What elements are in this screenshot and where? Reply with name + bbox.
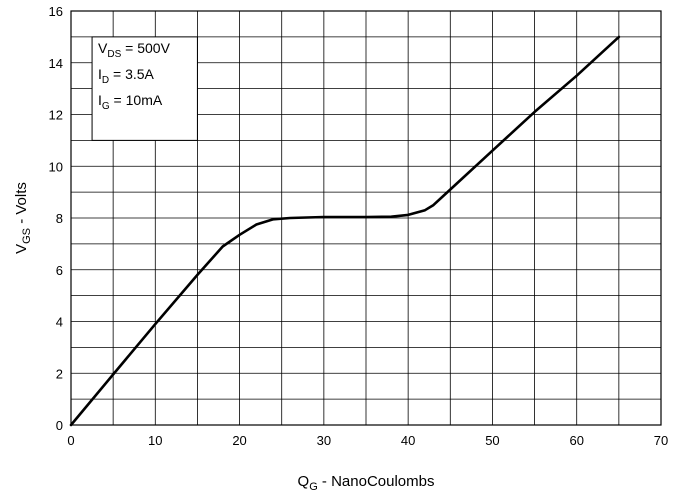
y-tick-label: 6 xyxy=(56,263,63,278)
y-tick-label: 14 xyxy=(49,56,63,71)
annotation-vds: VDS = 500V xyxy=(98,40,171,60)
x-tick-label: 10 xyxy=(148,433,162,448)
y-tick-label: 2 xyxy=(56,366,63,381)
annotation-box: VDS = 500V ID = 3.5A IG = 10mA xyxy=(91,36,198,141)
x-tick-label: 50 xyxy=(485,433,499,448)
annotation-ig: IG = 10mA xyxy=(98,92,163,112)
y-tick-label: 12 xyxy=(49,108,63,123)
x-tick-label: 20 xyxy=(232,433,246,448)
y-tick-label: 0 xyxy=(56,418,63,433)
x-tick-label: 30 xyxy=(317,433,331,448)
x-tick-label: 70 xyxy=(654,433,668,448)
y-tick-label: 16 xyxy=(49,4,63,19)
series-line xyxy=(69,35,621,427)
tick-labels: 0 10 20 30 40 50 60 70 0 2 4 6 8 10 12 14 16 xyxy=(49,4,669,448)
x-axis-label: QG - NanoCoulombs xyxy=(298,473,435,493)
annotation-box-frame xyxy=(91,36,198,141)
annotation-id: ID = 3.5A xyxy=(98,66,155,86)
plot-frame xyxy=(70,10,662,426)
x-tick-label: 60 xyxy=(569,433,583,448)
x-tick-label: 40 xyxy=(401,433,415,448)
y-tick-label: 10 xyxy=(49,159,63,174)
y-tick-label: 8 xyxy=(56,211,63,226)
y-axis-label: VGS - Volts xyxy=(13,182,33,254)
y-tick-label: 4 xyxy=(56,315,63,330)
x-tick-label: 0 xyxy=(67,433,74,448)
